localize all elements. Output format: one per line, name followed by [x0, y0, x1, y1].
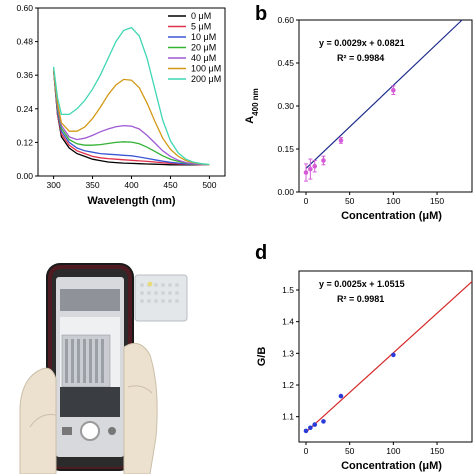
x-tick-label: 0 [304, 196, 309, 206]
y-tick-label: 0.12 [16, 137, 33, 147]
data-point [308, 425, 313, 431]
x-tick-label: 300 [46, 180, 60, 190]
smartphone-photo-illustration [19, 263, 188, 474]
x-tick-label: 150 [430, 446, 444, 456]
x-tick-label: 0 [304, 446, 309, 456]
x-tick-label: 500 [202, 180, 216, 190]
x-tick-label: 400 [124, 180, 138, 190]
data-point [338, 138, 344, 143]
y-tick-label: 0.60 [16, 3, 33, 13]
spectrum-line-0 [52, 69, 210, 166]
x-axis-label: Wavelength (nm) [87, 195, 176, 207]
y-tick-label: 1.4 [282, 317, 294, 327]
y-tick-label: 0.00 [277, 187, 294, 197]
spectrum-line-3 [52, 69, 210, 166]
absorbance-calibration-chart: 0 50 100 150 0.00 0.15 0.30 0.45 0.60 Concentrati… [244, 3, 473, 222]
spectrum-line-4 [52, 69, 210, 166]
data-point [321, 419, 326, 424]
fit-line [305, 19, 463, 169]
data-point [321, 158, 326, 163]
y-tick-label: 0.15 [277, 144, 294, 154]
panel-letter: d [255, 242, 267, 264]
plot-frame [298, 270, 473, 443]
fit-equation: y = 0.0025x + 1.0515 [319, 279, 405, 289]
r-squared: R² = 0.9984 [337, 53, 384, 63]
y-tick-label: 0.36 [16, 70, 33, 80]
y-tick-label: 0.30 [277, 101, 294, 111]
panel-letter: b [255, 3, 267, 25]
y-tick-label: 1.3 [282, 348, 294, 358]
fit-line [305, 281, 473, 433]
legend-label: 0 μM [191, 11, 211, 21]
legend-label: 5 μM [191, 22, 211, 32]
x-tick-label: 50 [345, 446, 355, 456]
legend-label: 40 μM [191, 53, 216, 63]
spectrum-line-6 [52, 26, 210, 166]
y-tick-label: 1.5 [282, 285, 294, 295]
y-tick-label: 0.24 [16, 104, 33, 114]
spectrum-line-5 [52, 69, 210, 166]
legend-label: 100 μM [191, 64, 221, 74]
x-tick-label: 350 [85, 180, 99, 190]
y-tick-label: 0.60 [277, 15, 294, 25]
y-axis-label: A400 nm [244, 88, 260, 124]
x-tick-label: 450 [163, 180, 177, 190]
uv-vis-spectra-chart: 300 350 400 450 500 0.00 0.12 0.24 0.36 0.48 0.60 W… [16, 3, 226, 207]
legend-label: 200 μM [191, 74, 221, 84]
data-point [308, 166, 313, 172]
spectrum-line-1 [52, 69, 210, 166]
x-axis-label: Concentration (μM) [341, 460, 442, 472]
x-axis-label: Concentration (μM) [341, 210, 442, 222]
x-tick-label: 100 [386, 446, 400, 456]
r-squared: R² = 0.9981 [337, 294, 384, 304]
legend-label: 20 μM [191, 43, 216, 53]
x-tick-label: 50 [345, 196, 355, 206]
spectrum-line-2 [52, 69, 210, 166]
x-tick-label: 100 [386, 196, 400, 206]
legend-label: 10 μM [191, 32, 216, 42]
smartphone-photo [0, 237, 237, 474]
data-point [391, 87, 396, 93]
fit-equation: y = 0.0029x + 0.0821 [319, 38, 405, 48]
y-tick-label: 0.48 [16, 37, 33, 47]
data-point [391, 352, 396, 358]
y-tick-label: 1.1 [282, 412, 294, 422]
data-point [338, 393, 344, 399]
data-point [303, 428, 309, 434]
y-tick-label: 0.00 [16, 171, 33, 181]
x-tick-label: 150 [430, 196, 444, 206]
data-point [312, 422, 318, 427]
y-axis-label: G/B [256, 347, 268, 367]
y-tick-label: 1.2 [282, 380, 294, 390]
y-tick-label: 0.45 [277, 58, 294, 68]
gb-calibration-chart: 0 50 100 150 1.1 1.2 1.3 1.4 1.5 Concentration (μ… [255, 242, 473, 472]
data-point [303, 170, 309, 175]
data-point [312, 163, 318, 169]
